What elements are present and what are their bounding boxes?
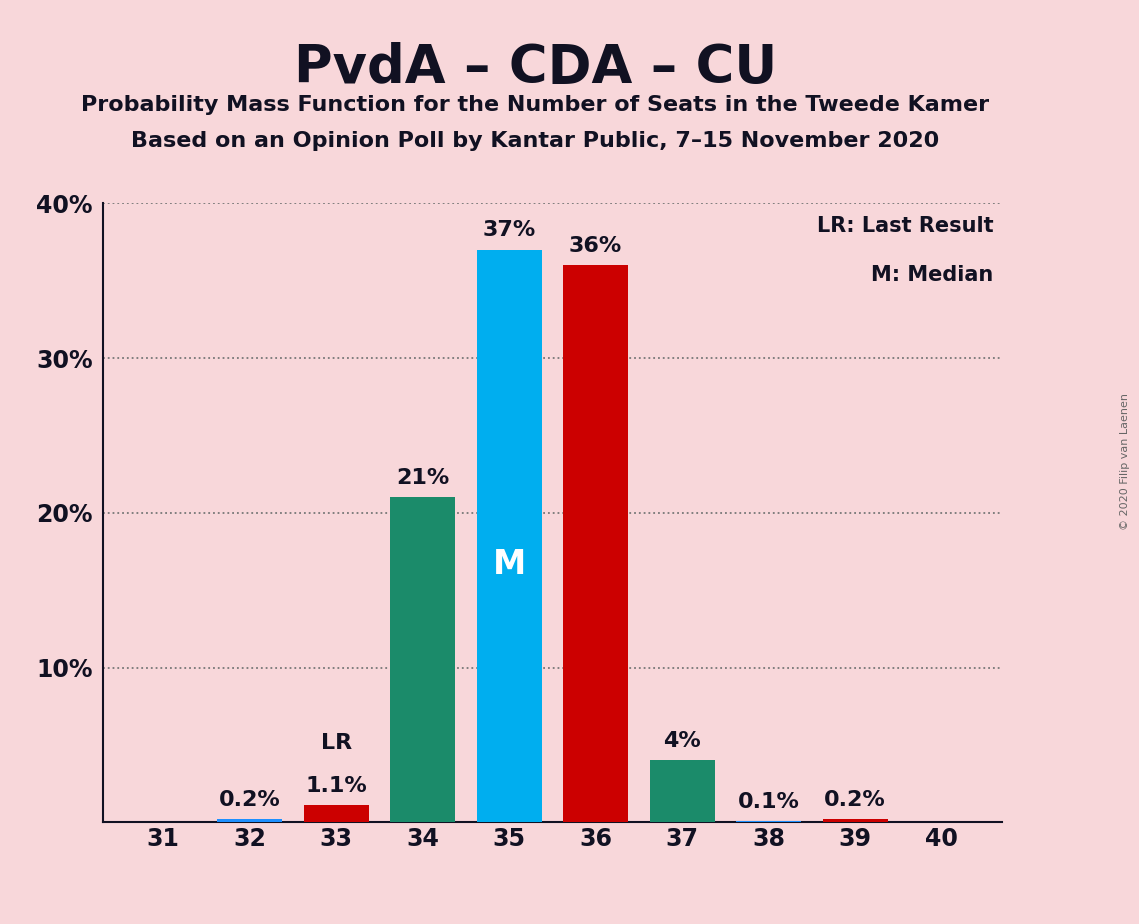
Bar <box>822 820 887 822</box>
Text: Based on an Opinion Poll by Kantar Public, 7–15 November 2020: Based on an Opinion Poll by Kantar Publi… <box>131 131 940 152</box>
Bar <box>477 249 542 822</box>
Text: 21%: 21% <box>396 468 449 488</box>
Text: © 2020 Filip van Laenen: © 2020 Filip van Laenen <box>1120 394 1130 530</box>
Bar <box>736 821 801 822</box>
Bar <box>304 806 369 822</box>
Text: Probability Mass Function for the Number of Seats in the Tweede Kamer: Probability Mass Function for the Number… <box>81 95 990 116</box>
Text: 1.1%: 1.1% <box>305 776 367 796</box>
Bar <box>218 820 282 822</box>
Bar <box>563 265 628 822</box>
Text: 4%: 4% <box>663 731 702 751</box>
Text: M: Median: M: Median <box>871 265 993 286</box>
Text: 37%: 37% <box>483 221 535 240</box>
Text: 0.1%: 0.1% <box>738 792 800 811</box>
Text: LR: Last Result: LR: Last Result <box>817 215 993 236</box>
Text: 36%: 36% <box>570 236 622 256</box>
Bar <box>649 760 714 822</box>
Text: PvdA – CDA – CU: PvdA – CDA – CU <box>294 42 777 93</box>
Text: 0.2%: 0.2% <box>219 790 280 810</box>
Text: M: M <box>492 548 526 581</box>
Bar <box>391 497 456 822</box>
Text: LR: LR <box>320 733 352 753</box>
Text: 0.2%: 0.2% <box>825 790 886 810</box>
